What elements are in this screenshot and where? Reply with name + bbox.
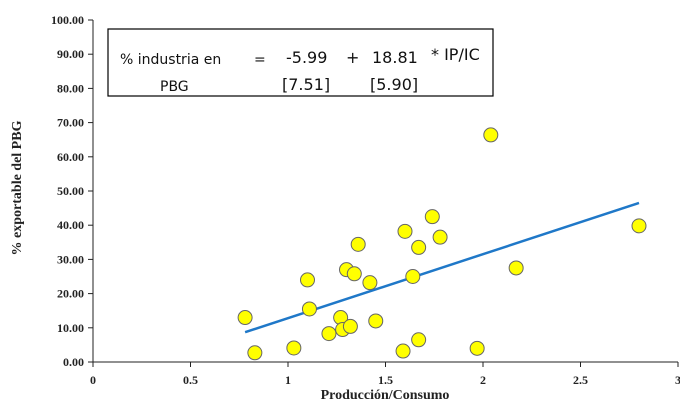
data-point (342, 318, 358, 334)
equation-equals: = (254, 52, 266, 68)
y-tick-label: 70.00 (57, 116, 84, 130)
data-point (508, 260, 524, 276)
data-point (286, 340, 302, 356)
x-axis-title: Producción/Consumo (321, 388, 450, 403)
data-point (432, 229, 448, 245)
data-point (397, 223, 413, 239)
data-point (405, 269, 421, 284)
data-point (321, 326, 337, 342)
equation-plus: + (346, 48, 359, 67)
equation-slope: 18.81 (372, 48, 418, 67)
equation-variable: * IP/IC (431, 45, 480, 64)
data-point (424, 209, 440, 225)
x-tick-label: 2.5 (573, 373, 588, 387)
y-tick-label: 50.00 (57, 184, 84, 198)
data-point (483, 127, 499, 143)
data-point (346, 266, 362, 282)
y-tick-label: 10.00 (57, 321, 84, 335)
regression-equation-box: % industria en PBG = -5.99 + 18.81 * IP/… (107, 28, 494, 97)
data-point (631, 218, 647, 234)
data-point (362, 275, 378, 291)
y-axis-title: % exportable del PBG (10, 120, 25, 255)
data-point (301, 301, 317, 317)
y-axis-ticks: 0.00 10.00 20.00 30.00 40.00 50.00 60.00 70.00 8… (51, 13, 93, 369)
x-tick-label: 2 (480, 373, 486, 387)
x-tick-label: 1.5 (378, 373, 393, 387)
y-tick-label: 20.00 (57, 287, 84, 301)
data-point (411, 239, 427, 255)
x-axis-ticks: 0 0.5 1 1.5 2 2.5 3 (90, 362, 680, 387)
data-point (237, 310, 253, 326)
x-tick-label: 0 (90, 373, 96, 387)
data-point (411, 332, 427, 348)
y-tick-label: 40.00 (57, 218, 84, 232)
equation-frame (107, 28, 494, 97)
equation-intercept-se: [7.51] (282, 75, 330, 94)
data-points (237, 127, 647, 361)
y-tick-label: 30.00 (57, 252, 84, 266)
x-tick-label: 1 (285, 373, 291, 387)
equation-lhs-line1: % industria en (120, 52, 221, 68)
y-tick-label: 80.00 (57, 81, 84, 95)
data-point (300, 272, 315, 288)
equation-intercept: -5.99 (286, 48, 327, 67)
data-point (247, 345, 263, 361)
data-point (469, 340, 485, 356)
equation-lhs-line2: PBG (160, 79, 189, 95)
data-point (368, 313, 384, 329)
data-point (350, 236, 366, 252)
x-tick-label: 3 (675, 373, 680, 387)
x-tick-label: 0.5 (183, 373, 198, 387)
data-point (395, 343, 411, 359)
y-tick-label: 100.00 (51, 13, 84, 27)
y-tick-label: 90.00 (57, 47, 84, 61)
equation-slope-se: [5.90] (370, 75, 418, 94)
y-tick-label: 60.00 (57, 150, 84, 164)
y-tick-label: 0.00 (63, 355, 84, 369)
